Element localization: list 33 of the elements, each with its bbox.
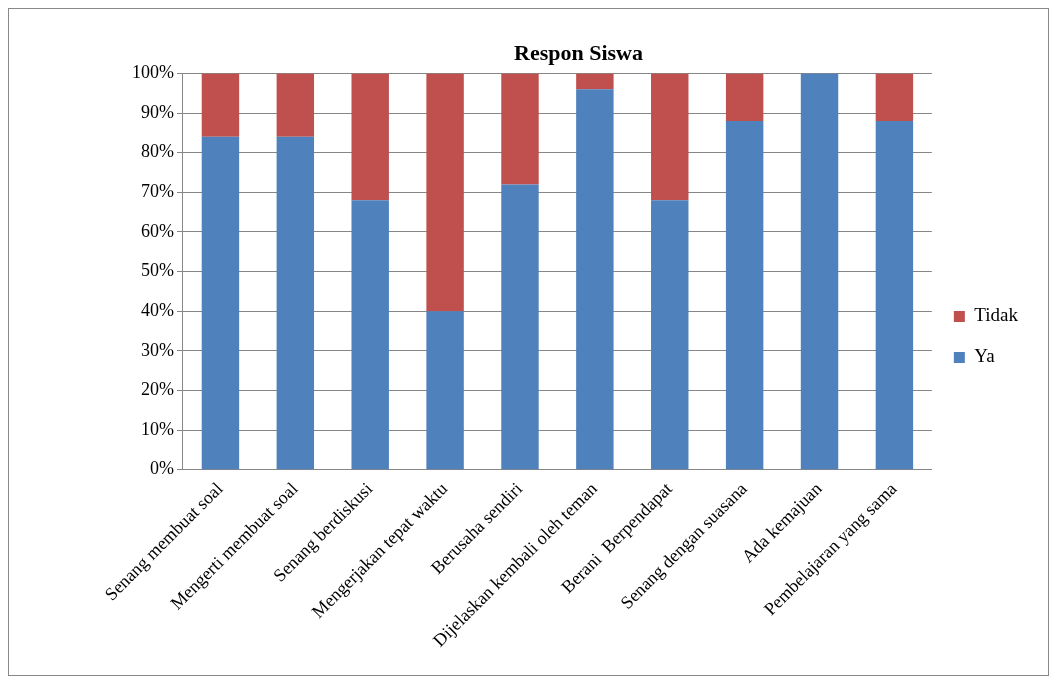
- bar: [201, 136, 240, 470]
- bar: [351, 200, 389, 470]
- bar: [351, 73, 389, 201]
- y-tick-label: 70%: [140, 181, 174, 202]
- bar: [426, 73, 464, 312]
- bar: [426, 311, 464, 470]
- legend-label: Tidak: [974, 304, 1019, 326]
- y-tick-label: 0%: [149, 458, 174, 479]
- bar: [725, 73, 764, 121]
- y-tick-label: 40%: [140, 299, 174, 320]
- y-tick-label: 10%: [140, 418, 174, 439]
- bar: [875, 120, 914, 470]
- bar: [201, 73, 240, 137]
- bar: [800, 73, 839, 470]
- bar: [576, 89, 614, 470]
- bar: [501, 73, 539, 185]
- y-tick-label: 60%: [140, 220, 174, 241]
- y-tick-label: 80%: [140, 141, 174, 162]
- y-tick-label: 50%: [140, 260, 174, 281]
- bar: [576, 73, 614, 90]
- y-tick-label: 90%: [140, 101, 174, 122]
- bar: [276, 73, 315, 137]
- legend-label: Ya: [974, 345, 996, 367]
- y-tick-label: 100%: [131, 62, 174, 83]
- bar: [725, 120, 764, 470]
- y-tick-label: 20%: [140, 379, 174, 400]
- bar: [651, 200, 689, 470]
- y-tick-label: 30%: [140, 339, 174, 360]
- bar: [276, 136, 315, 470]
- bar: [651, 73, 689, 201]
- bar: [875, 73, 914, 121]
- chart-title: Respon Siswa: [514, 39, 643, 65]
- bar: [501, 184, 539, 470]
